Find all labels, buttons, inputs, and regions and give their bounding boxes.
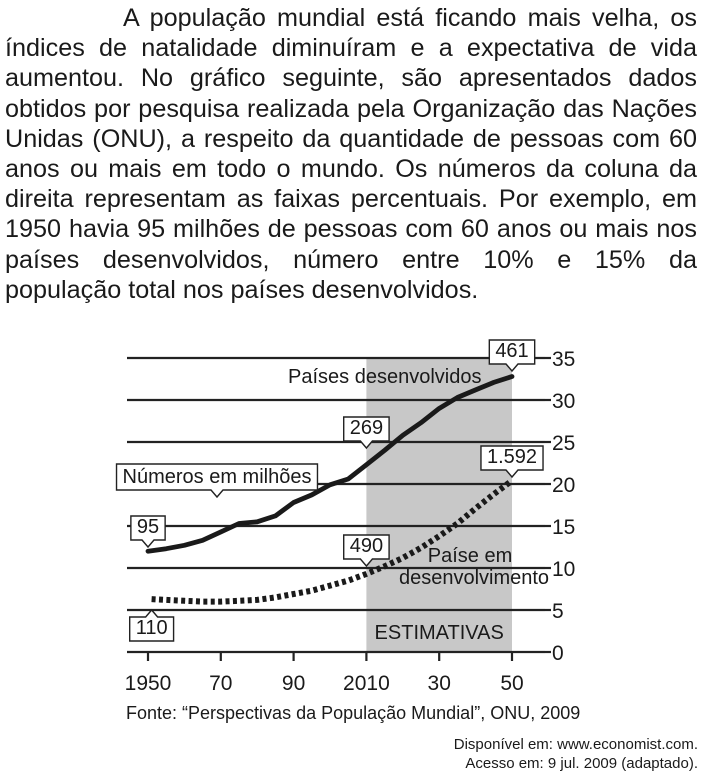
y-tick-label: 10 — [552, 558, 575, 581]
developed-countries-line — [145, 374, 515, 554]
callout-developed-2010-box — [343, 416, 390, 450]
callout-developed-1950: 95 — [130, 515, 166, 549]
developing-countries-label-line2: desenvolvimento — [399, 567, 549, 589]
y-tick-label: 35 — [552, 348, 575, 371]
x-tick-label: 30 — [428, 672, 451, 695]
callout-developed-2010: 269 — [343, 416, 390, 450]
x-tick-label: 90 — [282, 672, 305, 695]
units-annotation-text: Números em milhões — [123, 466, 312, 488]
callout-developing-1950: 110 — [128, 608, 175, 642]
credit-line-2: Acesso em: 9 jul. 2009 (adaptado). — [465, 755, 698, 772]
units-annotation-box — [115, 463, 319, 499]
chart-grid-layer — [127, 356, 551, 661]
callout-developed-2050-box — [488, 339, 536, 373]
y-tick-label: 5 — [552, 600, 564, 623]
y-tick-label: 0 — [552, 642, 564, 665]
callout-developed-1950-text: 95 — [137, 516, 159, 538]
y-tick-label: 25 — [552, 432, 575, 455]
callout-developing-2010-text: 490 — [350, 535, 383, 557]
chart-background-layer — [366, 358, 512, 652]
chart-series-layer — [145, 374, 515, 605]
x-tick-label: 70 — [209, 672, 232, 695]
x-tick-label: 50 — [500, 672, 523, 695]
estimates-label: ESTIMATIVAS — [375, 622, 504, 644]
callout-developing-2050-text: 1.592 — [487, 446, 537, 468]
callout-developing-2010: 490 — [343, 534, 390, 568]
x-tick-label: 1950 — [125, 672, 172, 695]
question-body: A população mundial está ficando mais ve… — [5, 4, 697, 304]
callout-developing-1950-box — [128, 608, 175, 642]
callout-developing-2050: 1.592 — [480, 445, 544, 479]
y-tick-label: 20 — [552, 474, 575, 497]
callout-developed-2050: 461 — [488, 339, 536, 373]
source-credit: Disponível em: www.economist.com. Acesso… — [454, 735, 698, 773]
chart-label-layer: 0 5 10 15 20 25 30 35 1950 70 90 2010 30 50 Países des… — [125, 348, 581, 723]
developing-countries-label-line1: Paíse em — [428, 545, 512, 567]
callout-developing-2010-box — [343, 534, 390, 568]
developing-countries-line — [151, 478, 514, 605]
developed-countries-label: Países desenvolvidos — [288, 366, 481, 388]
chart-callout-layer: 95 269 461 110 490 1.592 Números em milhões — [115, 339, 544, 642]
callout-developed-2050-text: 461 — [495, 340, 528, 362]
estimates-shaded-region — [366, 358, 512, 652]
credit-line-1: Disponível em: www.economist.com. — [453, 736, 698, 753]
callout-developed-2010-text: 269 — [350, 417, 383, 439]
callout-developed-1950-box — [130, 515, 166, 549]
x-tick-label: 2010 — [343, 672, 390, 695]
question-text: A população mundial está ficando mais ve… — [5, 3, 697, 305]
callout-developing-2050-box — [480, 445, 544, 479]
y-tick-label: 15 — [552, 516, 575, 539]
y-tick-label: 30 — [552, 390, 575, 413]
callout-developing-1950-text: 110 — [136, 617, 168, 639]
chart-source: Fonte: “Perspectivas da População Mundia… — [126, 703, 580, 723]
units-annotation: Números em milhões — [115, 463, 319, 499]
